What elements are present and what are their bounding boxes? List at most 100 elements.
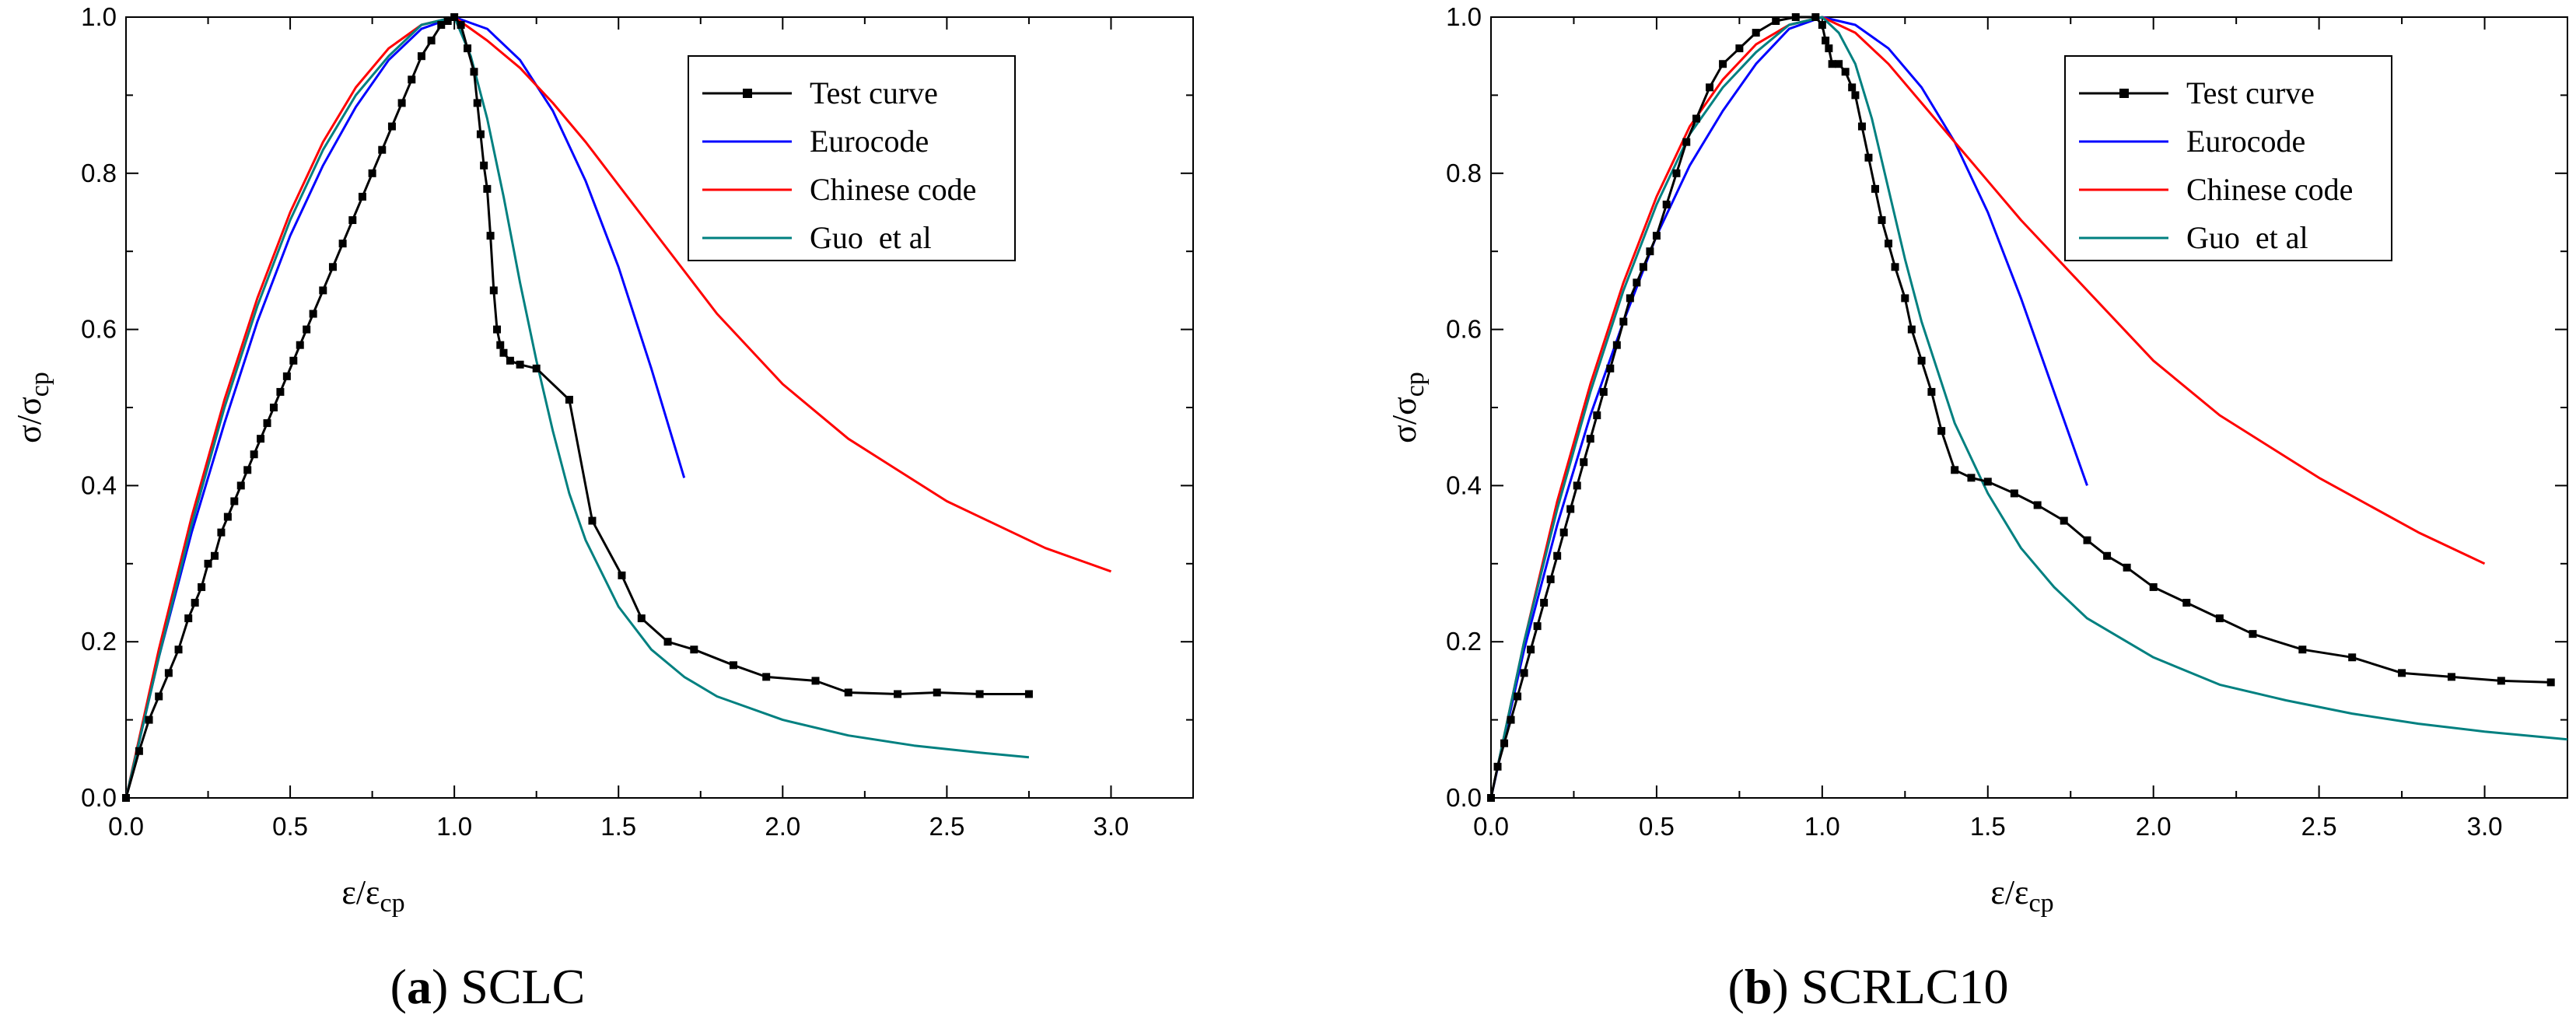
data-point-test-curve [729,661,737,670]
x-tick-label: 2.5 [929,812,964,841]
data-point-test-curve [2103,551,2112,560]
data-point-test-curve [2182,599,2191,607]
x-tick-label: 0.0 [1473,812,1509,841]
data-point-test-curve [1791,13,1800,21]
data-point-test-curve [338,240,347,248]
plot-area-frame [1490,16,2568,799]
y-tick-label: 0.2 [1446,627,1482,656]
x-tick-label: 1.5 [1970,812,2006,841]
data-point-test-curve [397,99,406,107]
data-point-test-curve [1507,715,1515,724]
data-point-test-curve [483,184,492,193]
data-point-test-curve [1692,114,1701,123]
y-tick-label: 0.8 [81,159,117,187]
data-point-test-curve [269,404,278,411]
data-point-test-curve [2249,630,2257,638]
data-point-test-curve [1514,692,1522,701]
data-point-test-curve [1951,466,1959,474]
data-point-test-curve [1772,17,1780,26]
figure-caption-a: (a) SCLC [390,959,586,1014]
series-line-chinese-code [124,16,1112,799]
axis-ticks: 0.0 0.5 1.0 1.5 2.0 2.5 3.0 0.0 0.2 0.4 0.6 0.8 1.0 [1446,2,2567,841]
legend-marker-test-curve [743,89,752,98]
y-axis-title: σ/σcp [1385,372,1430,443]
data-point-test-curve [296,341,304,349]
legend-label-eurocode: Eurocode [2186,124,2305,159]
data-point-test-curve [565,395,573,404]
data-point-test-curve [135,747,143,755]
data-point-test-curve [1540,599,1549,607]
data-point-test-curve [1735,44,1744,53]
data-point-test-curve [1811,13,1820,21]
data-point-test-curve [470,68,478,76]
data-point-test-curve [257,435,265,443]
y-tick-label: 0.6 [81,315,117,344]
data-point-test-curve [417,52,425,61]
x-tick-label: 3.0 [1094,812,1129,841]
data-point-test-curve [1864,153,1873,162]
data-point-test-curve [2298,645,2307,654]
data-point-test-curve [2083,536,2091,544]
legend-marker-test-curve [2119,89,2129,98]
data-point-test-curve [762,673,771,681]
x-tick-label: 1.0 [1804,812,1840,841]
data-point-test-curve [378,145,387,154]
data-point-test-curve [437,21,446,30]
data-point-test-curve [217,528,226,537]
x-tick-label: 2.0 [765,812,800,841]
data-point-test-curve [230,497,239,506]
data-point-test-curve [250,450,258,459]
data-point-test-curve [243,466,252,474]
data-point-test-curve [975,690,984,698]
data-point-test-curve [1937,427,1946,436]
data-point-test-curve [1917,356,1926,365]
data-point-test-curve [1818,21,1826,30]
data-point-test-curve [408,75,416,84]
data-point-test-curve [1553,551,1562,560]
data-point-test-curve [204,559,212,568]
data-point-test-curve [894,690,902,698]
y-tick-label: 0.8 [1446,159,1482,187]
data-point-test-curve [1533,622,1542,631]
data-point-test-curve [319,286,327,295]
data-point-test-curve [1719,60,1727,68]
data-point-test-curve [1619,317,1628,326]
data-point-test-curve [174,645,183,654]
data-point-test-curve [473,99,481,107]
data-point-test-curve [1983,478,1992,486]
data-point-test-curve [2497,677,2505,685]
series-line-eurocode [124,16,686,799]
data-point-test-curve [1606,364,1615,373]
data-point-test-curve [499,348,508,357]
data-point-test-curve [191,599,199,607]
y-tick-label: 0.0 [81,783,117,812]
x-tick-label: 1.5 [600,812,636,841]
data-point-test-curve [2033,501,2042,509]
data-point-test-curve [1878,216,1886,225]
data-point-test-curve [282,372,291,380]
data-point-test-curve [1662,200,1671,208]
data-point-test-curve [2348,653,2357,662]
data-point-test-curve [2398,669,2406,677]
legend-label-guo-et-al: Guo et al [2186,220,2308,255]
data-point-test-curve [368,169,376,177]
data-point-test-curve [1559,528,1568,537]
x-tick-label: 0.5 [1639,812,1675,841]
y-tick-label: 1.0 [81,2,117,31]
x-tick-label: 3.0 [2467,812,2503,841]
data-point-test-curve [1612,341,1621,349]
data-point-test-curve [122,794,130,802]
data-point-test-curve [348,216,357,225]
data-point-test-curve [2447,673,2455,681]
data-point-test-curve [223,512,232,521]
data-point-test-curve [1487,794,1495,802]
data-point-test-curve [328,263,337,271]
data-point-test-curve [532,364,541,373]
data-point-test-curve [155,692,163,701]
series-line-test-curve [124,16,1029,799]
data-point-test-curve [2149,582,2158,591]
data-point-test-curve [2215,614,2224,623]
data-point-test-curve [1593,411,1601,420]
data-point-test-curve [1891,263,1899,271]
